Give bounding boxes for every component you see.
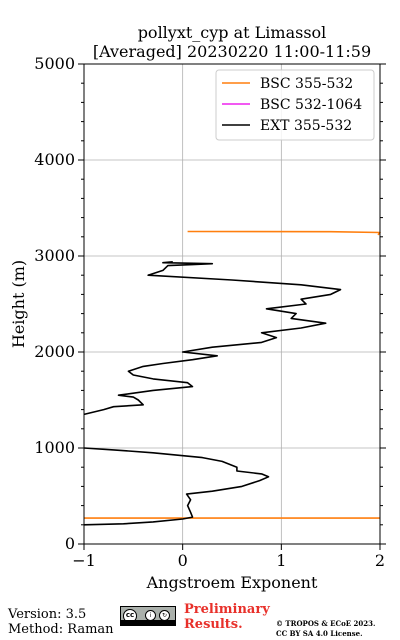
y-tick-label: 5000 [34, 54, 75, 73]
license-strip [121, 620, 175, 625]
legend: BSC 355-532 BSC 532-1064 EXT 355-532 [215, 69, 375, 141]
legend-box [215, 69, 375, 141]
preliminary-line-1: Preliminary [184, 602, 270, 617]
copyright-notice: © TROPOS & ECoE 2023. CC BY SA 4.0 Licen… [276, 619, 375, 639]
cc-logo-icon: cc [123, 609, 137, 623]
legend-label: BSC 532-1064 [260, 97, 362, 113]
x-tick-label: 2 [375, 551, 385, 570]
plot-frame [83, 63, 381, 545]
copyright-line-2: CC BY SA 4.0 License. [276, 629, 363, 638]
series-line-ext-355-532 [83, 261, 342, 526]
y-tick-label: 3000 [34, 246, 75, 265]
y-tick-label: 4000 [34, 150, 75, 169]
y-axis-label: Height (m) [9, 260, 28, 348]
preliminary-notice: Preliminary Results. [184, 602, 270, 632]
angstroem-profile-chart: pollyxt_cyp at Limassol [Averaged] 20230… [9, 23, 386, 592]
x-tick-label: 1 [276, 551, 286, 570]
series-layer [83, 230, 381, 526]
cc-license-badge-icon: cc i ↻ [120, 606, 176, 626]
copyright-line-1: © TROPOS & ECoE 2023. [276, 619, 376, 628]
x-tick-label: 0 [178, 551, 188, 570]
version-text: Version: 3.5 [8, 607, 87, 622]
x-axis-label: Angstroem Exponent [146, 573, 318, 592]
method-text: Method: Raman [8, 622, 114, 637]
y-tick-label: 2000 [34, 342, 75, 361]
x-tick-label: −1 [72, 551, 96, 570]
legend-label: EXT 355-532 [260, 118, 352, 134]
legend-label: BSC 355-532 [260, 76, 353, 92]
series-line-bsc-355-532 [84, 230, 381, 519]
preliminary-line-2: Results. [184, 617, 243, 632]
y-tick-label: 0 [65, 534, 75, 553]
chart-subtitle: [Averaged] 20230220 11:00-11:59 [93, 42, 371, 61]
y-tick-label: 1000 [34, 438, 75, 457]
chart-title: pollyxt_cyp at Limassol [138, 23, 327, 42]
